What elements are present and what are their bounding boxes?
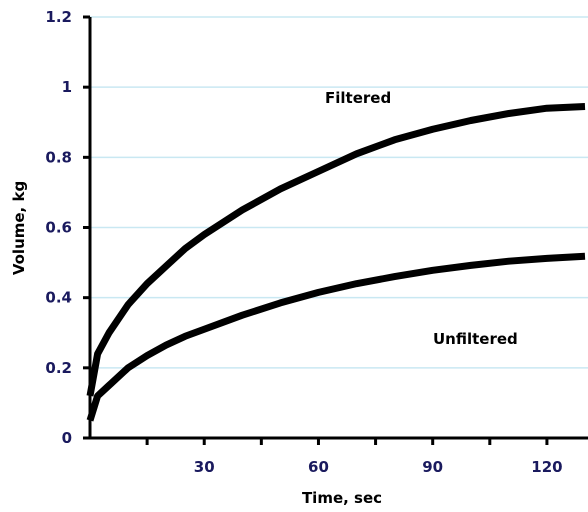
axes — [83, 15, 588, 445]
x-tick-label-1: 60 — [308, 458, 329, 476]
annotation-filtered: Filtered — [325, 89, 391, 107]
y-tick-label-0: 0 — [62, 429, 72, 447]
y-tick-label-1: 0.2 — [45, 359, 72, 377]
x-tick-label-0: 30 — [194, 458, 215, 476]
x-tick-label-2: 90 — [422, 458, 443, 476]
series-line-unfiltered — [86, 252, 586, 422]
y-tick-label-4: 0.8 — [45, 148, 72, 166]
y-tick-label-5: 1 — [62, 78, 72, 96]
x-axis-title: Time, sec — [302, 489, 382, 507]
y-tick-label-3: 0.6 — [45, 219, 72, 237]
y-axis-title: Volume, kg — [10, 181, 28, 275]
annotation-unfiltered: Unfiltered — [433, 330, 518, 348]
y-tick-label-2: 0.4 — [45, 289, 72, 307]
series-lines — [86, 102, 586, 422]
series-line-filtered — [86, 102, 586, 397]
gridlines — [90, 16, 588, 369]
tick-labels: 0 0.2 0.4 0.6 0.8 1 1.2 30 60 90 120 — [45, 8, 562, 476]
x-tick-label-3: 120 — [531, 458, 562, 476]
y-tick-label-6: 1.2 — [45, 8, 72, 26]
